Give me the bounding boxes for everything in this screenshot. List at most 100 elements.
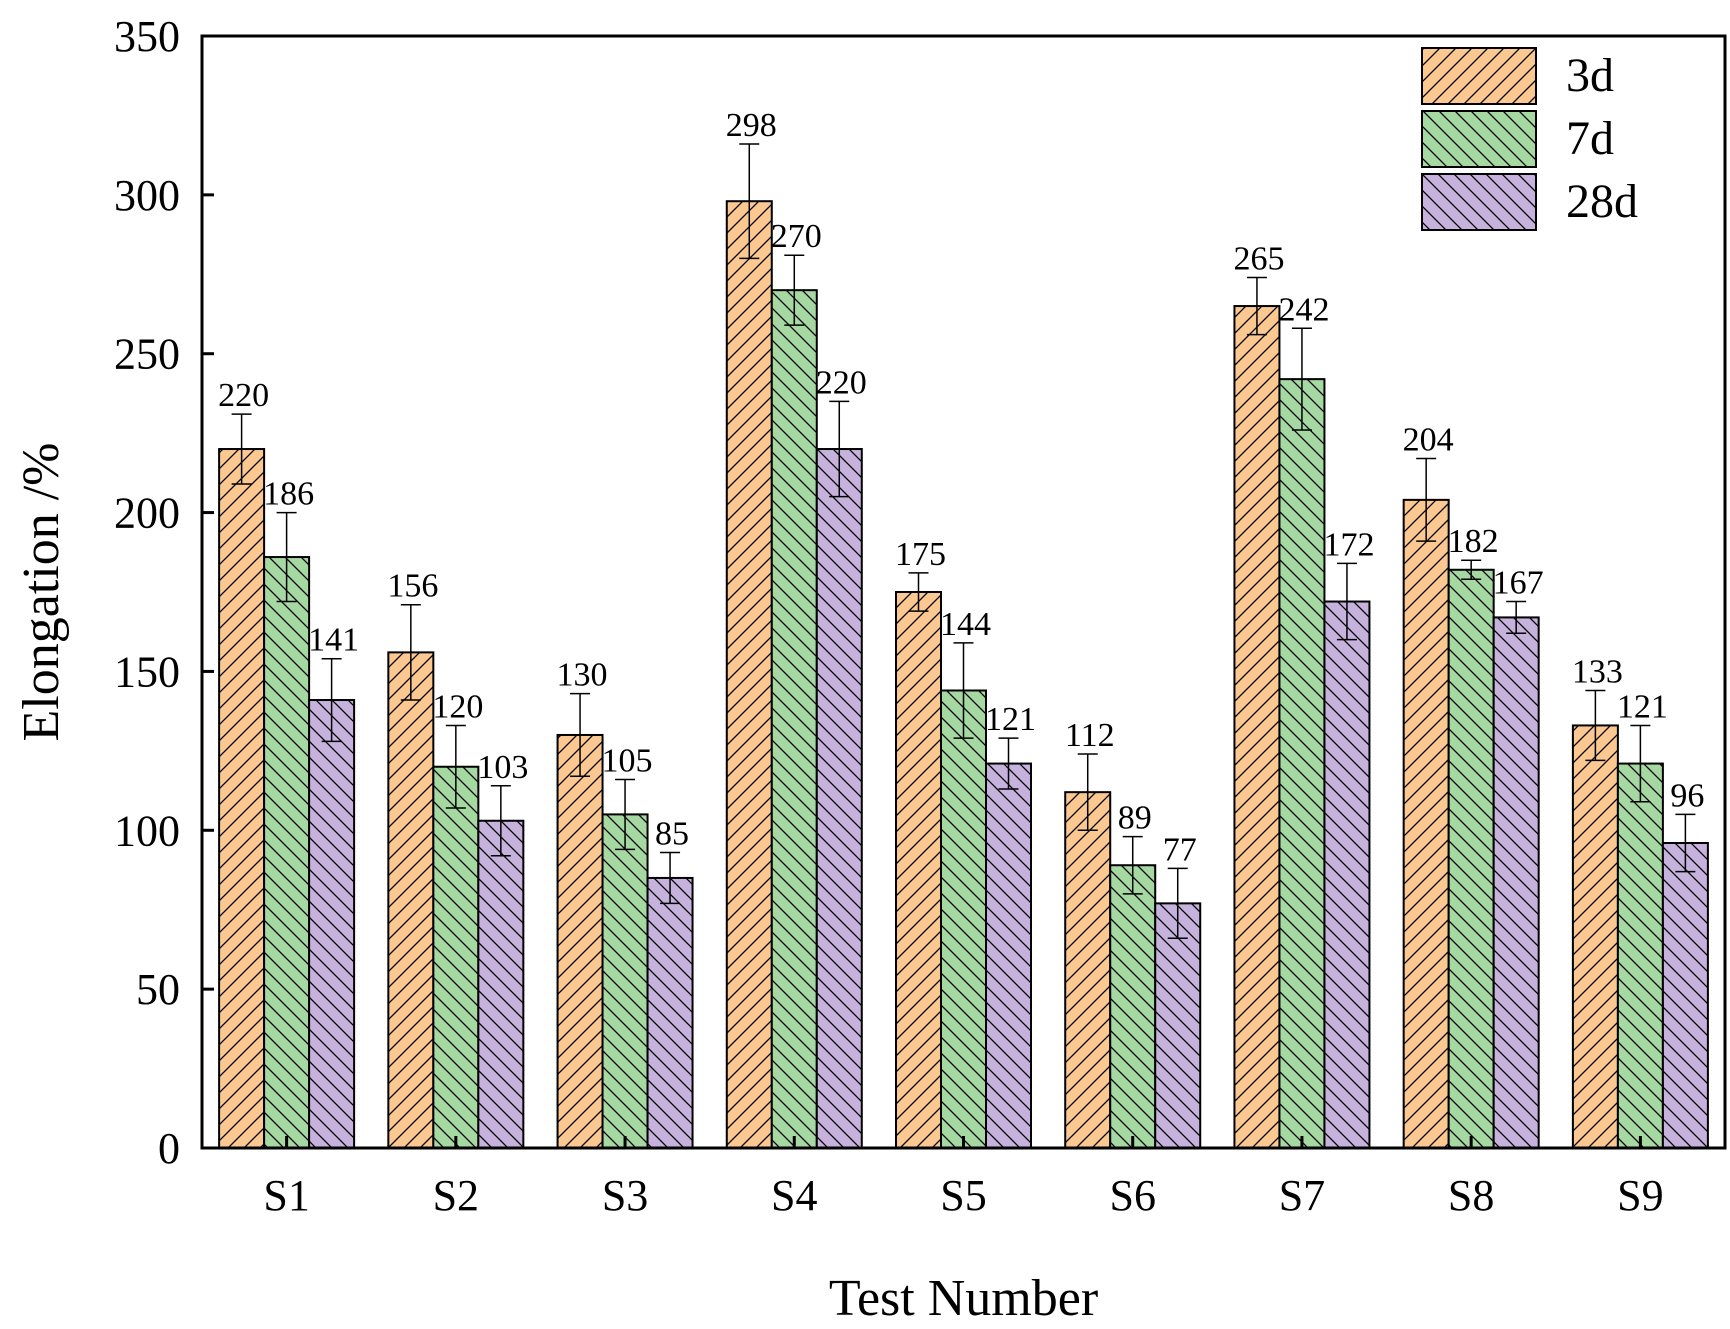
error-bar-3d-S7: [1246, 276, 1267, 336]
legend-item-3d: 3d: [1421, 47, 1614, 105]
data-label-7d-S9: 121: [1617, 688, 1668, 725]
error-bar-28d-S7: [1336, 562, 1357, 641]
bar-3d-S8: [1402, 498, 1450, 1149]
bar-3d-S5: [895, 591, 942, 1149]
data-label-28d-S7: 172: [1323, 526, 1374, 563]
bar-7d-S8: [1447, 568, 1495, 1149]
data-label-28d-S3: 85: [655, 816, 689, 853]
bar-28d-S7: [1323, 600, 1371, 1149]
data-label-3d-S1: 220: [218, 377, 269, 414]
data-label-7d-S2: 120: [432, 688, 483, 725]
bars-layer: [218, 200, 1709, 1150]
error-bar-3d-S3: [570, 692, 591, 778]
legend: 3d 7d 28d: [1421, 47, 1638, 231]
bar-28d-S8: [1492, 616, 1540, 1149]
error-bar-28d-S2: [490, 785, 511, 857]
bar-28d-S2: [477, 819, 525, 1149]
error-bar-28d-S1: [321, 657, 342, 743]
bar-3d-S1: [218, 448, 266, 1149]
error-bar-7d-S6: [1122, 835, 1143, 895]
y-tick-label: 350: [114, 12, 180, 61]
x-tick-label-S5: S5: [940, 1171, 986, 1220]
x-tick-label-S6: S6: [1109, 1171, 1155, 1220]
error-bar-28d-S4: [829, 400, 850, 498]
data-label-28d-S2: 103: [477, 749, 528, 786]
x-tick-label-S7: S7: [1279, 1171, 1325, 1220]
data-label-3d-S7: 265: [1233, 240, 1284, 277]
error-bar-7d-S5: [953, 642, 974, 739]
legend-item-7d: 7d: [1421, 110, 1614, 168]
error-bar-3d-S8: [1416, 457, 1437, 542]
x-tick-label-S4: S4: [771, 1171, 817, 1220]
data-label-3d-S3: 130: [557, 657, 608, 694]
legend-item-28d: 28d: [1421, 173, 1638, 231]
data-label-3d-S6: 112: [1065, 717, 1115, 754]
error-bar-28d-S9: [1675, 813, 1696, 873]
error-bar-7d-S2: [445, 724, 466, 809]
x-axis: S1 S2 S3 S4 S5 S6 S7 S8 S9: [263, 1136, 1664, 1220]
y-tick-label: 0: [158, 1124, 180, 1173]
legend-label-3d: 3d: [1566, 49, 1614, 102]
error-bar-7d-S1: [276, 511, 297, 603]
y-tick-label: 100: [114, 806, 180, 855]
error-bar-7d-S4: [784, 254, 805, 326]
legend-swatch-3d: [1421, 47, 1537, 105]
legend-label-7d: 7d: [1566, 112, 1614, 165]
y-axis-title: Elongation /%: [13, 443, 70, 742]
error-bars-layer: [231, 143, 1696, 940]
data-label-3d-S2: 156: [387, 568, 438, 605]
data-label-28d-S8: 167: [1493, 565, 1544, 602]
data-label-7d-S7: 242: [1278, 291, 1329, 328]
y-tick-label: 300: [114, 171, 180, 220]
error-bar-7d-S8: [1461, 559, 1482, 581]
data-label-7d-S5: 144: [940, 606, 991, 643]
error-bar-3d-S6: [1077, 753, 1098, 832]
bar-3d-S2: [387, 651, 435, 1149]
data-label-28d-S4: 220: [816, 364, 867, 401]
data-label-7d-S6: 89: [1118, 800, 1152, 837]
error-bar-3d-S9: [1585, 689, 1606, 762]
legend-swatch-28d: [1421, 173, 1537, 231]
bar-3d-S4: [725, 200, 773, 1149]
y-tick-label: 150: [114, 647, 180, 696]
error-bar-7d-S3: [615, 778, 636, 851]
x-tick-label-S8: S8: [1448, 1171, 1494, 1220]
bar-3d-S7: [1233, 305, 1281, 1149]
x-tick-label-S1: S1: [263, 1171, 309, 1220]
data-label-28d-S5: 121: [985, 701, 1036, 738]
data-label-3d-S8: 204: [1403, 422, 1454, 459]
y-tick-label: 250: [114, 330, 180, 379]
bar-7d-S5: [940, 689, 987, 1150]
x-tick-label-S9: S9: [1617, 1171, 1663, 1220]
data-label-7d-S8: 182: [1448, 523, 1499, 560]
bar-7d-S9: [1616, 762, 1664, 1150]
bar-28d-S3: [646, 876, 694, 1149]
bar-7d-S4: [770, 289, 818, 1149]
data-label-7d-S4: 270: [771, 218, 822, 255]
data-label-3d-S4: 298: [726, 107, 777, 144]
x-tick-label-S2: S2: [433, 1171, 479, 1220]
legend-swatch-7d: [1421, 110, 1537, 168]
data-label-28d-S6: 77: [1163, 831, 1197, 868]
y-tick-label: 200: [114, 489, 180, 538]
bar-7d-S6: [1109, 864, 1157, 1150]
error-bar-3d-S2: [400, 603, 421, 701]
bar-3d-S9: [1571, 724, 1619, 1149]
error-bar-7d-S9: [1630, 724, 1651, 803]
bar-28d-S9: [1661, 841, 1709, 1149]
data-label-7d-S1: 186: [263, 476, 314, 513]
y-axis: 0 50 100 150 200 250 300 350: [114, 12, 214, 1173]
data-label-7d-S3: 105: [602, 742, 653, 779]
bar-7d-S2: [432, 765, 480, 1149]
bar-3d-S3: [556, 733, 604, 1149]
bar-7d-S3: [601, 813, 649, 1150]
y-tick-label: 50: [136, 965, 180, 1014]
bar-28d-S4: [815, 448, 863, 1149]
error-bar-28d-S6: [1167, 867, 1188, 940]
x-tick-label-S3: S3: [602, 1171, 648, 1220]
data-label-28d-S9: 96: [1670, 777, 1704, 814]
data-label-3d-S5: 175: [895, 536, 946, 573]
error-bar-7d-S7: [1291, 327, 1312, 431]
